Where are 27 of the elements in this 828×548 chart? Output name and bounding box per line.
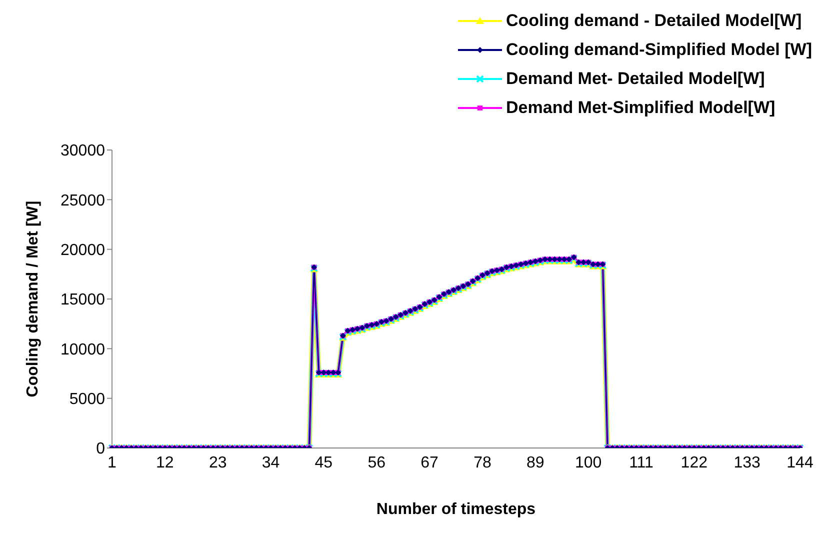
legend-label: Demand Met-Simplified Model[W] <box>506 98 776 118</box>
y-tick-label: 0 <box>96 440 106 458</box>
x-tick-label: 78 <box>474 454 492 472</box>
x-tick-label: 144 <box>786 454 814 472</box>
x-tick-label: 1 <box>108 454 117 472</box>
x-tick-label: 12 <box>156 454 174 472</box>
y-tick-label: 10000 <box>60 341 106 358</box>
x-tick-label: 56 <box>368 454 386 472</box>
x-tick-label: 67 <box>420 454 439 472</box>
legend-label: Demand Met- Detailed Model[W] <box>506 68 765 88</box>
y-tick-label: 5000 <box>69 391 106 408</box>
x-axis-title: Number of timesteps <box>376 501 536 518</box>
x-tick-label: 45 <box>314 454 333 472</box>
y-axis-title: Cooling demand / Met [W] <box>24 200 42 398</box>
x-tick-label: 89 <box>526 454 544 472</box>
x-tick-label: 111 <box>629 454 654 472</box>
legend-label: Cooling demand-Simplified Model [W] <box>506 40 812 60</box>
y-tick-label: 15000 <box>60 292 106 309</box>
y-tick-label: 30000 <box>60 142 106 160</box>
x-tick-label: 34 <box>262 454 280 472</box>
x-tick-label: 23 <box>208 454 227 472</box>
legend-label: Cooling demand - Detailed Model[W] <box>506 10 802 30</box>
x-tick-label: 122 <box>680 454 708 472</box>
y-tick-label: 25000 <box>60 192 106 210</box>
x-tick-label: 133 <box>734 454 761 472</box>
x-tick-label: 100 <box>574 454 602 472</box>
y-tick-label: 20000 <box>60 242 106 260</box>
